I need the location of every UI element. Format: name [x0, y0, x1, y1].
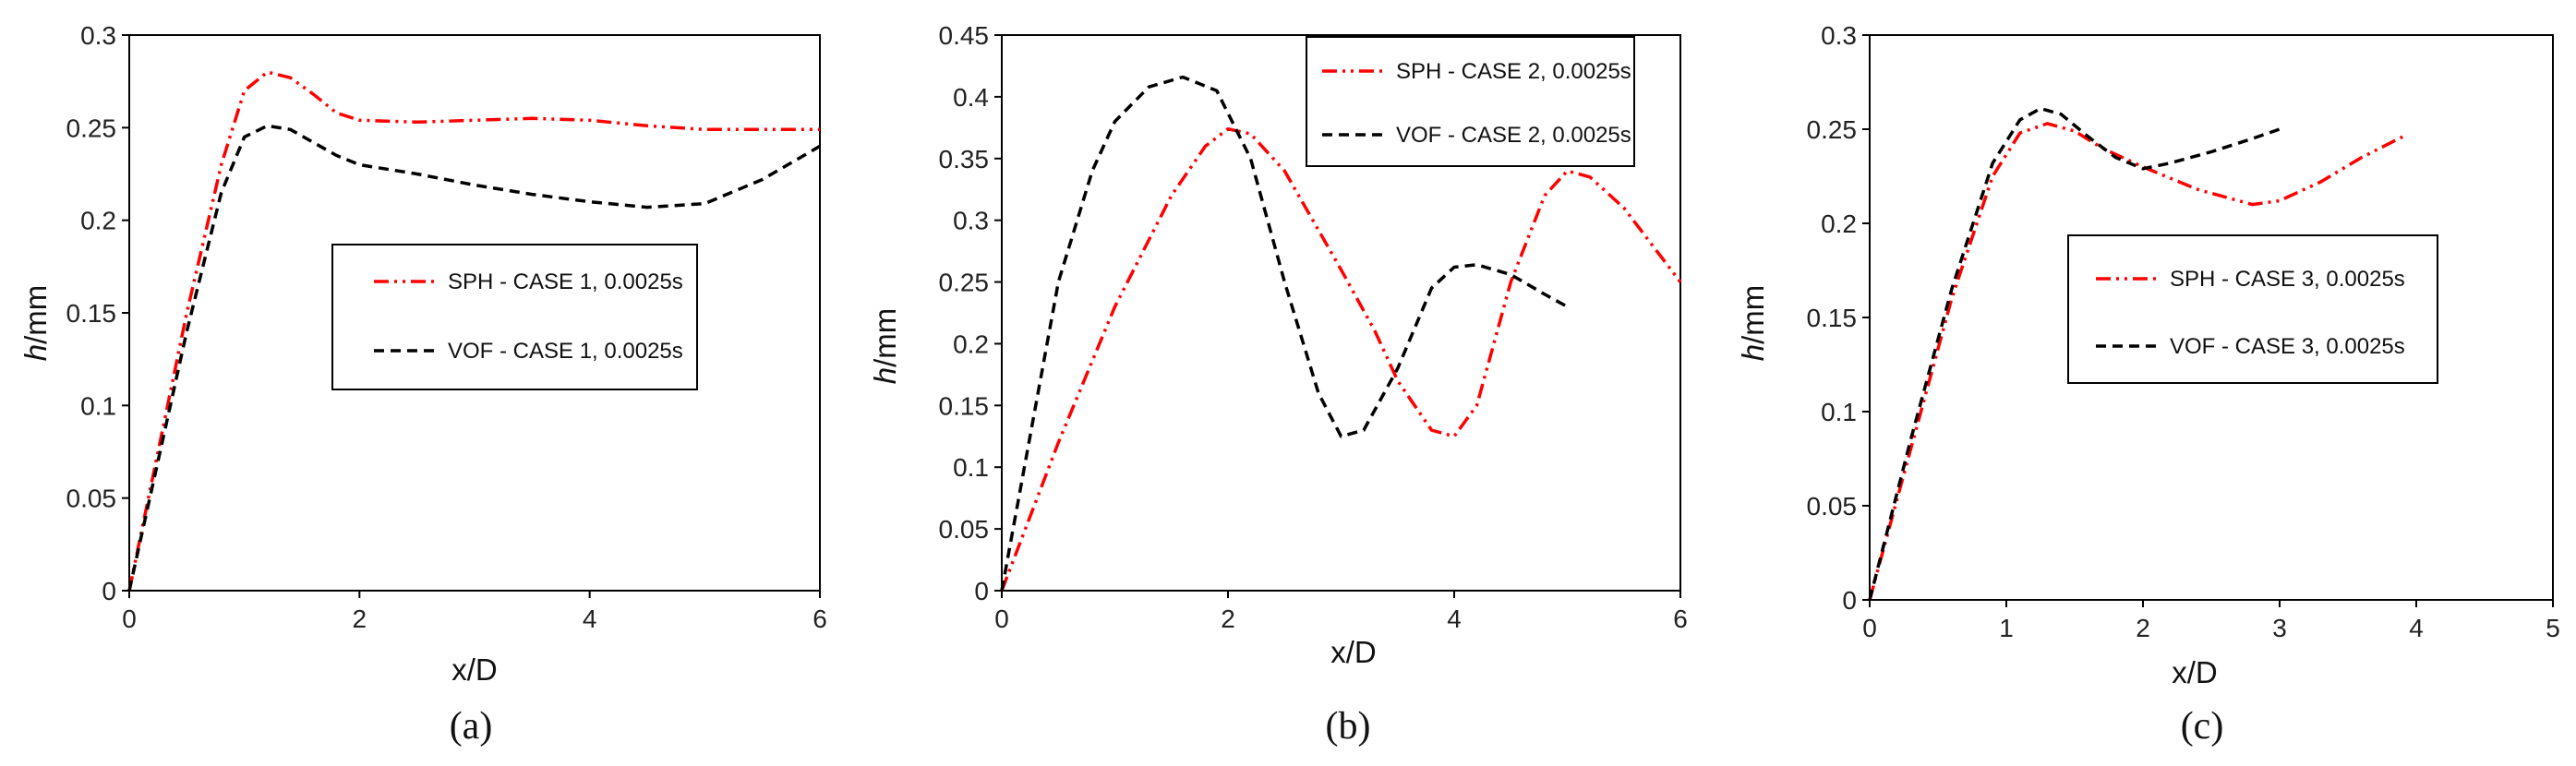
panel-c-y-tick-label: 0	[1842, 586, 1857, 615]
panel-a-x-tick-label: 0	[122, 604, 137, 633]
panel-c-x-axis-label: x/D	[2172, 655, 2218, 689]
panel-a-caption: (a)	[450, 705, 493, 748]
panel-b-y-axis-label: h/mm	[868, 308, 902, 385]
panel-a-plot-area: 0 0.05 0.1 0.15 0.2 0.25 0.3 0 2 4 6	[66, 21, 827, 633]
panel-a-legend-vof-label: VOF - CASE 1, 0.0025s	[448, 339, 683, 364]
panel-b-caption: (b)	[1326, 705, 1371, 748]
panel-a: 0 0.05 0.1 0.15 0.2 0.25 0.3 0 2 4 6 SPH - CASE 1,…	[18, 21, 827, 748]
panel-c-caption: (c)	[2181, 705, 2224, 748]
panel-a-vof-series-line	[127, 124, 821, 592]
panel-a-y-axis-label: h/mm	[18, 285, 53, 362]
panel-b-legend-sph-label: SPH - CASE 2, 0.0025s	[1396, 59, 1631, 84]
panel-c-x-tick-label: 2	[2136, 614, 2150, 642]
panel-b-y-tick-label: 0	[974, 577, 989, 605]
panel-b-y-tick-label: 0.25	[939, 269, 990, 297]
panel-c-y-axis-label: h/mm	[1736, 285, 1770, 362]
panel-a-legend: SPH - CASE 1, 0.0025s VOF - CASE 1, 0.00…	[331, 244, 698, 390]
panel-c-x-tick-label: 0	[1862, 614, 1877, 642]
panel-a-x-tick-label: 6	[813, 604, 827, 633]
panel-c-y-tick-label: 0.15	[1807, 304, 1858, 332]
panel-b-y-tick-label: 0.15	[939, 391, 990, 420]
panel-c-legend: SPH - CASE 3, 0.0025s VOF - CASE 3, 0.00…	[2067, 234, 2438, 384]
panel-c: 0 0.05 0.1 0.15 0.2 0.25 0.3 0 1 2 3 4 5 SPH - CASE …	[1736, 21, 2560, 748]
panel-c-y-tick-label: 0.2	[1821, 209, 1857, 238]
panel-b-y-tick-label: 0.35	[939, 145, 990, 174]
panel-b-y-tick-label: 0.1	[953, 453, 989, 482]
panel-b-sph-series-line	[1000, 126, 1682, 592]
panel-a-y-tick-label: 0.2	[80, 207, 116, 235]
panel-c-y-tick-label: 0.05	[1807, 492, 1858, 521]
panel-a-y-tick-label: 0.1	[80, 391, 116, 420]
panel-b-y-tick-label: 0.3	[953, 207, 989, 235]
panel-c-sph-series-line	[1868, 122, 2403, 601]
panel-a-y-tick-label: 0.3	[80, 21, 116, 50]
panel-b-x-tick-label: 4	[1447, 604, 1462, 633]
panel-b-x-tick-label: 0	[994, 604, 1009, 633]
panel-b-y-tick-label: 0.45	[939, 21, 990, 50]
panel-c-x-tick-label: 3	[2272, 614, 2287, 642]
panel-b-x-tick-label: 2	[1221, 604, 1235, 633]
panel-b-legend-box	[1306, 36, 1635, 167]
panel-a-y-tick-label: 0.25	[66, 114, 117, 142]
panel-c-x-tick-label: 1	[1999, 614, 2014, 642]
panel-b-legend-vof-label: VOF - CASE 2, 0.0025s	[1396, 123, 1631, 148]
panel-c-legend-sph-label: SPH - CASE 3, 0.0025s	[2170, 267, 2405, 292]
panel-a-x-tick-label: 2	[353, 604, 367, 633]
panel-c-x-tick-label: 4	[2409, 614, 2424, 642]
panel-a-x-axis-label: x/D	[451, 652, 498, 687]
panel-c-y-tick-label: 0.3	[1821, 21, 1857, 50]
panel-a-y-tick-label: 0	[102, 577, 116, 605]
panel-b-y-tick-label: 0.4	[953, 83, 989, 112]
panel-b-legend: SPH - CASE 2, 0.0025s VOF - CASE 2, 0.00…	[1306, 36, 1635, 167]
panel-b-vof-series-line	[1000, 75, 1569, 592]
panel-c-legend-vof-label: VOF - CASE 3, 0.0025s	[2170, 334, 2405, 359]
panel-a-y-tick-label: 0.05	[66, 485, 117, 513]
panel-b-y-tick-label: 0.05	[939, 515, 990, 544]
panel-a-legend-box	[331, 244, 698, 390]
panel-c-x-tick-label: 5	[2546, 614, 2560, 642]
panel-b-y-tick-label: 0.2	[953, 329, 989, 358]
panel-b-x-tick-label: 6	[1673, 604, 1688, 633]
panel-c-legend-box	[2067, 234, 2438, 384]
panel-a-y-tick-label: 0.15	[66, 299, 117, 328]
panel-b: 0 0.05 0.1 0.15 0.2 0.25 0.3 0.35 0.4 0.45 0 2 4 6 SP…	[868, 21, 1688, 748]
panel-b-plot-area: 0 0.05 0.1 0.15 0.2 0.25 0.3 0.35 0.4 0.45 0 2 4 6	[939, 21, 1688, 633]
panel-c-y-tick-label: 0.1	[1821, 398, 1857, 426]
panel-a-x-tick-label: 4	[583, 604, 597, 633]
panel-c-vof-series-line	[1868, 106, 2281, 601]
panel-c-y-tick-label: 0.25	[1807, 115, 1858, 144]
panel-b-x-axis-label: x/D	[1330, 635, 1377, 669]
panel-c-plot-area: 0 0.05 0.1 0.15 0.2 0.25 0.3 0 1 2 3 4 5	[1807, 21, 2560, 642]
panel-a-sph-series-line	[127, 70, 820, 592]
panel-b-plot-frame	[1001, 34, 1681, 592]
panel-a-legend-sph-label: SPH - CASE 1, 0.0025s	[448, 269, 683, 294]
